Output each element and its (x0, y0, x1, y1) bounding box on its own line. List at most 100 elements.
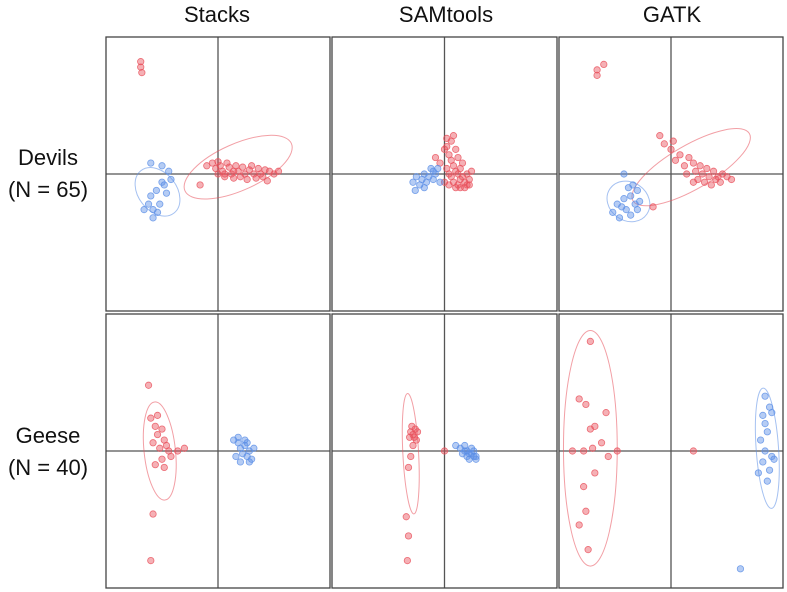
data-point (158, 162, 166, 170)
data-point (568, 447, 577, 455)
data-point (685, 153, 693, 162)
data-point (759, 411, 767, 419)
data-point (167, 452, 175, 461)
data-point (593, 66, 601, 74)
panel-devils-samtools (331, 36, 558, 312)
data-point (412, 436, 420, 444)
data-point (221, 170, 229, 178)
data-point (429, 167, 437, 175)
data-point (689, 447, 698, 455)
panel-devils-gatk (558, 36, 784, 312)
data-point (597, 439, 606, 447)
data-point (167, 175, 175, 184)
blue-series (452, 441, 480, 463)
data-point (230, 174, 238, 182)
data-point (580, 483, 588, 491)
blue-series (736, 392, 778, 573)
data-point (223, 159, 231, 167)
data-point (604, 452, 612, 461)
data-point (709, 167, 718, 175)
data-point (472, 452, 480, 461)
data-point (411, 186, 419, 195)
data-point (153, 430, 162, 439)
red-confidence-ellipse (183, 134, 293, 200)
data-point (700, 178, 709, 186)
data-point (756, 436, 765, 444)
data-point (160, 463, 168, 472)
data-point (586, 337, 594, 345)
data-point (232, 452, 240, 461)
panel-grid (105, 36, 784, 589)
data-point (436, 178, 444, 186)
data-point (147, 159, 155, 167)
data-point (609, 208, 617, 216)
data-point (761, 392, 769, 400)
data-point (683, 170, 691, 178)
data-point (763, 477, 771, 485)
data-point (452, 145, 460, 153)
data-point (196, 181, 204, 189)
data-point (763, 428, 771, 436)
red-series (431, 132, 476, 192)
data-point (147, 192, 155, 200)
row-label-devils-count: (N = 65) (8, 177, 88, 202)
panel-frame (331, 313, 558, 589)
data-point (602, 409, 610, 417)
data-point (404, 532, 413, 540)
data-point (649, 203, 657, 211)
data-point (627, 211, 635, 219)
data-point (151, 422, 159, 430)
data-point (149, 510, 157, 518)
data-point (768, 409, 776, 417)
data-point (582, 400, 590, 409)
data-point (456, 184, 464, 192)
data-point (656, 132, 664, 140)
data-point (174, 447, 182, 455)
data-point (636, 197, 644, 205)
data-point (698, 170, 706, 178)
row-label-devils-name: Devils (18, 145, 78, 170)
data-point (582, 507, 590, 515)
data-point (151, 461, 159, 469)
data-point (152, 186, 160, 195)
data-point (600, 60, 608, 69)
data-point (153, 208, 162, 216)
data-point (409, 441, 417, 450)
data-point (412, 173, 420, 181)
panel-frame (558, 313, 784, 589)
data-point (420, 184, 428, 192)
data-point (180, 444, 188, 452)
data-point (703, 164, 711, 173)
data-point (149, 439, 157, 447)
red-series (402, 422, 449, 565)
red-series (144, 381, 188, 565)
data-point (147, 414, 155, 422)
red-confidence-ellipse (401, 393, 420, 515)
data-point (406, 433, 414, 441)
data-point (727, 175, 736, 184)
data-point (248, 162, 256, 170)
data-point (669, 137, 677, 145)
data-point (667, 145, 675, 153)
data-point (443, 143, 451, 151)
data-point (156, 200, 164, 208)
panel-geese-gatk (558, 313, 784, 589)
blue-series (140, 159, 175, 222)
data-point (689, 178, 698, 186)
data-point (584, 546, 592, 554)
data-point (692, 167, 700, 175)
data-point (243, 439, 251, 447)
data-point (165, 167, 173, 175)
data-point (761, 447, 769, 455)
data-point (245, 166, 253, 174)
data-point (404, 463, 413, 472)
red-series (568, 337, 698, 554)
data-point (252, 174, 260, 182)
data-point (263, 177, 271, 185)
data-point (633, 206, 642, 214)
data-point (680, 162, 689, 170)
data-point (620, 195, 628, 203)
column-title-samtools: SAMtools (399, 2, 493, 27)
data-point (409, 178, 417, 186)
